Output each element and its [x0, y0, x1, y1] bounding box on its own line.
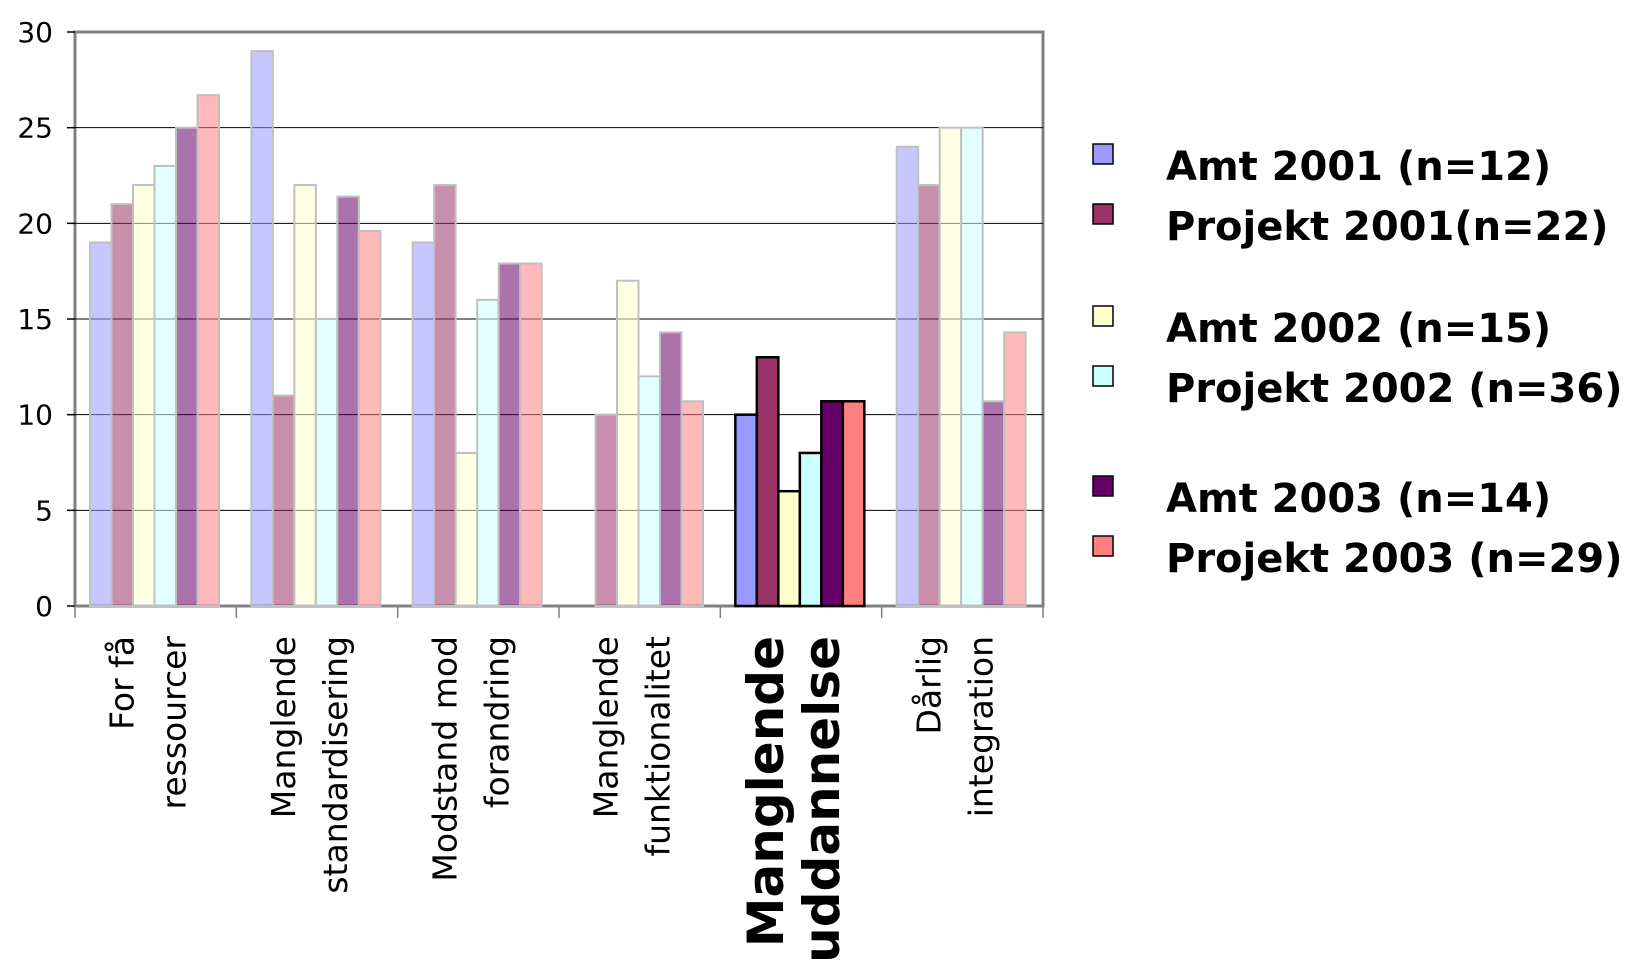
bar[interactable] — [497, 262, 522, 607]
bar[interactable] — [196, 94, 220, 607]
legend-label: Projekt 2001(n=22) — [1166, 204, 1609, 250]
category-label: Modstand mod forandring — [425, 636, 516, 882]
category-label-line: Manglende — [587, 636, 626, 818]
bar[interactable] — [616, 279, 640, 607]
bar[interactable] — [755, 356, 780, 608]
legend-label: Amt 2002 (n=15) — [1166, 306, 1551, 352]
legend: Amt 2001 (n=12) Projekt 2001(n=22) Amt 200… — [1092, 143, 1622, 582]
legend-swatch — [1092, 475, 1114, 497]
bar[interactable] — [680, 400, 704, 608]
category-label-line: Modstand mod — [425, 636, 464, 882]
category-label-line: Manglende — [737, 636, 795, 947]
plot-area: 0 5 10 15 20 25 30 For få ressourcer Manglende sta… — [17, 16, 1045, 963]
bar[interactable] — [110, 203, 134, 607]
y-tick-label: 25 — [17, 112, 53, 145]
legend-swatch — [1092, 305, 1114, 327]
legend-swatch — [1092, 365, 1114, 387]
bar[interactable] — [841, 400, 866, 608]
bar[interactable] — [153, 164, 177, 608]
bar[interactable] — [357, 229, 382, 607]
bar[interactable] — [820, 400, 845, 608]
bar[interactable] — [175, 126, 199, 608]
category-label-line: For få — [103, 636, 142, 730]
category-label-line: Manglende — [264, 636, 303, 818]
category-label: Manglende standardisering — [264, 636, 355, 894]
bar[interactable] — [594, 413, 618, 607]
category-label-line: Dårlig — [909, 636, 948, 734]
bar[interactable] — [798, 451, 823, 608]
legend-label: Amt 2001 (n=12) — [1166, 144, 1551, 190]
legend-swatch — [1092, 143, 1114, 165]
legend-swatch — [1092, 203, 1114, 225]
category-label: Manglende funktionalitet — [587, 636, 678, 857]
bar[interactable] — [89, 241, 113, 607]
legend-label: Projekt 2003 (n=29) — [1166, 536, 1622, 582]
bar[interactable] — [519, 262, 543, 607]
bar[interactable] — [250, 50, 274, 607]
category-label-line: uddannelse — [793, 636, 851, 963]
category-label-line: funktionalitet — [639, 636, 678, 857]
bar[interactable] — [476, 298, 500, 607]
category-label-line: standardisering — [316, 636, 355, 894]
bar[interactable] — [938, 126, 963, 608]
legend-swatch — [1092, 535, 1114, 557]
bar[interactable] — [314, 318, 339, 607]
category-label: Dårlig integration — [909, 636, 1000, 817]
y-tick-label: 10 — [17, 399, 53, 432]
category-label-line: ressourcer — [155, 636, 194, 810]
y-tick-label: 30 — [17, 16, 53, 49]
bar[interactable] — [454, 451, 479, 607]
bar[interactable] — [132, 184, 156, 607]
bar[interactable] — [411, 241, 436, 607]
category-label-line: forandring — [477, 636, 516, 808]
bar[interactable] — [895, 145, 920, 608]
bar[interactable] — [777, 489, 802, 608]
bar[interactable] — [981, 400, 1006, 608]
y-tick-label: 0 — [35, 590, 53, 623]
bar[interactable] — [293, 184, 317, 607]
bar[interactable] — [1003, 331, 1027, 607]
y-tick-label: 15 — [17, 303, 53, 336]
category-label-line: integration — [961, 636, 1000, 817]
bar[interactable] — [433, 184, 457, 607]
bar[interactable] — [637, 375, 661, 607]
legend-label: Amt 2003 (n=14) — [1166, 476, 1551, 522]
bar[interactable] — [734, 413, 759, 608]
bar[interactable] — [659, 331, 683, 607]
y-tick-label: 5 — [35, 494, 53, 527]
bar[interactable] — [271, 394, 296, 607]
category-label: For få ressourcer — [103, 636, 194, 810]
y-tick-label: 20 — [17, 207, 53, 240]
bar[interactable] — [960, 126, 984, 608]
bar[interactable] — [917, 184, 941, 607]
legend-label: Projekt 2002 (n=36) — [1166, 366, 1622, 412]
bar[interactable] — [336, 195, 360, 607]
